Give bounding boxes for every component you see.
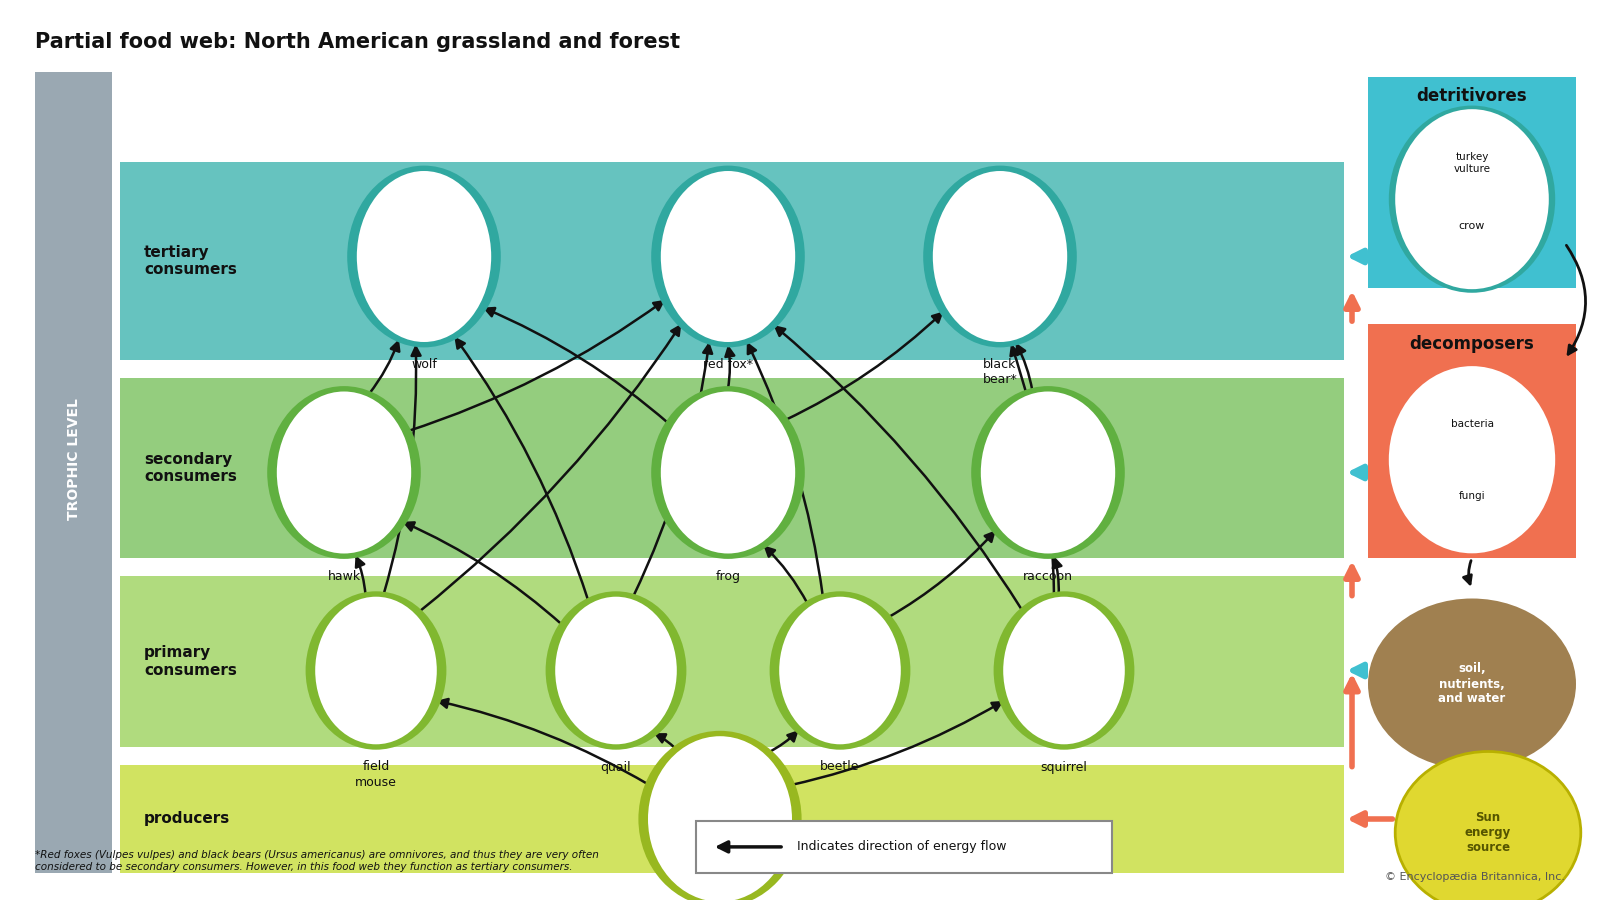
Text: turkey
vulture: turkey vulture — [1453, 152, 1491, 174]
Text: black
bear*: black bear* — [982, 358, 1018, 386]
FancyBboxPatch shape — [35, 72, 112, 873]
Text: soil,
nutrients,
and water: soil, nutrients, and water — [1438, 662, 1506, 706]
Ellipse shape — [1395, 752, 1581, 900]
Ellipse shape — [1395, 370, 1549, 550]
FancyBboxPatch shape — [120, 378, 1344, 558]
Text: primary
consumers: primary consumers — [144, 645, 237, 678]
Ellipse shape — [1003, 597, 1125, 744]
Ellipse shape — [661, 392, 795, 554]
Text: squirrel: squirrel — [1040, 760, 1088, 773]
Ellipse shape — [277, 392, 411, 554]
Text: Indicates direction of energy flow: Indicates direction of energy flow — [797, 841, 1006, 853]
Text: frog: frog — [715, 570, 741, 582]
Text: crow: crow — [1459, 221, 1485, 231]
Ellipse shape — [357, 171, 491, 342]
Text: producers: producers — [144, 812, 230, 826]
Text: bacteria: bacteria — [1451, 418, 1493, 428]
Text: beetle: beetle — [821, 760, 859, 773]
Ellipse shape — [770, 591, 910, 750]
Ellipse shape — [1368, 598, 1576, 770]
Text: quail: quail — [600, 760, 632, 773]
Ellipse shape — [1389, 105, 1555, 292]
Text: *Red foxes (Vulpes vulpes) and black bears (Ursus americanus) are omnivores, and: *Red foxes (Vulpes vulpes) and black bea… — [35, 850, 598, 872]
Ellipse shape — [267, 386, 421, 559]
Ellipse shape — [555, 597, 677, 744]
Ellipse shape — [1389, 366, 1555, 554]
Text: Sun
energy
source: Sun energy source — [1466, 811, 1510, 854]
Ellipse shape — [981, 392, 1115, 554]
Ellipse shape — [306, 591, 446, 750]
FancyBboxPatch shape — [1368, 324, 1576, 558]
Ellipse shape — [651, 386, 805, 559]
Ellipse shape — [651, 166, 805, 347]
Ellipse shape — [315, 597, 437, 744]
FancyBboxPatch shape — [1368, 76, 1576, 288]
Text: field
mouse: field mouse — [355, 760, 397, 788]
Text: detritivores: detritivores — [1416, 87, 1528, 105]
Ellipse shape — [546, 591, 686, 750]
Text: red fox*: red fox* — [702, 358, 754, 371]
Text: tertiary
consumers: tertiary consumers — [144, 245, 237, 277]
Ellipse shape — [779, 597, 901, 744]
Ellipse shape — [933, 171, 1067, 342]
FancyBboxPatch shape — [120, 576, 1344, 747]
Text: fungi: fungi — [1459, 491, 1485, 500]
FancyBboxPatch shape — [120, 765, 1344, 873]
Ellipse shape — [971, 386, 1125, 559]
Ellipse shape — [994, 591, 1134, 750]
Ellipse shape — [648, 736, 792, 900]
Text: raccoon: raccoon — [1022, 570, 1074, 582]
Text: Partial food web: North American grassland and forest: Partial food web: North American grassla… — [35, 32, 680, 51]
Text: decomposers: decomposers — [1410, 335, 1534, 353]
Text: TROPHIC LEVEL: TROPHIC LEVEL — [67, 398, 80, 520]
Ellipse shape — [638, 731, 802, 900]
FancyBboxPatch shape — [696, 821, 1112, 873]
FancyBboxPatch shape — [120, 162, 1344, 360]
Ellipse shape — [661, 171, 795, 342]
Text: wolf: wolf — [411, 358, 437, 371]
Text: secondary
consumers: secondary consumers — [144, 452, 237, 484]
Ellipse shape — [347, 166, 501, 347]
Ellipse shape — [1395, 109, 1549, 289]
Text: hawk: hawk — [328, 570, 360, 582]
Ellipse shape — [923, 166, 1077, 347]
Text: © Encyclopædia Britannica, Inc.: © Encyclopædia Britannica, Inc. — [1384, 872, 1565, 882]
